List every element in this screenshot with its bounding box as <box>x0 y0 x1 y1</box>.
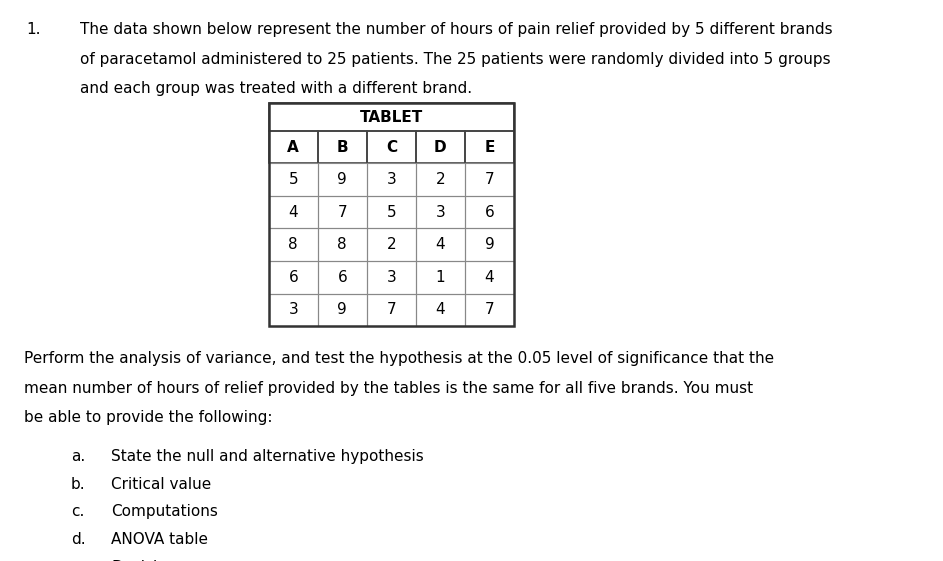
Text: 4: 4 <box>436 302 445 318</box>
Text: 7: 7 <box>387 302 396 318</box>
Text: and each group was treated with a different brand.: and each group was treated with a differ… <box>80 81 472 96</box>
Text: D: D <box>434 140 447 155</box>
Text: 3: 3 <box>387 172 396 187</box>
Bar <box>416 228 465 261</box>
Text: of paracetamol administered to 25 patients. The 25 patients were randomly divide: of paracetamol administered to 25 patien… <box>80 52 831 67</box>
Text: Critical value: Critical value <box>111 477 211 491</box>
Text: The data shown below represent the number of hours of pain relief provided by 5 : The data shown below represent the numbe… <box>80 22 833 38</box>
Text: 1: 1 <box>436 270 445 285</box>
Text: c.: c. <box>71 504 84 519</box>
Bar <box>367 293 416 326</box>
Bar <box>465 131 514 163</box>
Text: A: A <box>288 140 299 155</box>
Bar <box>367 163 416 196</box>
Bar <box>367 228 416 261</box>
Text: 4: 4 <box>289 205 298 220</box>
Text: C: C <box>386 140 397 155</box>
Bar <box>269 131 318 163</box>
Text: d.: d. <box>71 532 86 547</box>
Bar <box>269 103 514 131</box>
Bar <box>367 196 416 228</box>
Text: 4: 4 <box>485 270 494 285</box>
Text: 9: 9 <box>338 302 347 318</box>
Bar <box>269 228 318 261</box>
Text: E: E <box>484 140 495 155</box>
Bar <box>269 261 318 293</box>
Bar <box>465 261 514 293</box>
Bar <box>269 103 514 326</box>
Text: a.: a. <box>71 449 85 464</box>
Bar <box>318 293 367 326</box>
Text: be able to provide the following:: be able to provide the following: <box>24 410 273 425</box>
Bar <box>465 163 514 196</box>
Bar <box>416 261 465 293</box>
Text: 7: 7 <box>485 172 494 187</box>
Text: 7: 7 <box>485 302 494 318</box>
Text: Computations: Computations <box>111 504 218 519</box>
Text: 9: 9 <box>338 172 347 187</box>
Text: 5: 5 <box>289 172 298 187</box>
Text: 2: 2 <box>387 237 396 252</box>
Text: 7: 7 <box>338 205 347 220</box>
Text: 2: 2 <box>436 172 445 187</box>
Bar <box>416 131 465 163</box>
Bar <box>318 131 367 163</box>
Text: 3: 3 <box>436 205 445 220</box>
Bar <box>269 196 318 228</box>
Bar <box>269 163 318 196</box>
Bar <box>269 293 318 326</box>
Bar <box>416 196 465 228</box>
Text: State the null and alternative hypothesis: State the null and alternative hypothesi… <box>111 449 424 464</box>
Text: 6: 6 <box>289 270 298 285</box>
Text: 6: 6 <box>338 270 347 285</box>
Text: 6: 6 <box>485 205 494 220</box>
Bar <box>367 261 416 293</box>
Text: Decision: Decision <box>111 560 176 561</box>
Bar <box>416 293 465 326</box>
Bar <box>367 131 416 163</box>
Text: 8: 8 <box>289 237 298 252</box>
Text: Perform the analysis of variance, and test the hypothesis at the 0.05 level of s: Perform the analysis of variance, and te… <box>24 351 773 366</box>
Text: B: B <box>337 140 348 155</box>
Bar <box>318 163 367 196</box>
Text: e.: e. <box>71 560 85 561</box>
Text: 9: 9 <box>485 237 494 252</box>
Bar <box>416 163 465 196</box>
Bar <box>318 228 367 261</box>
Bar <box>465 228 514 261</box>
Text: 3: 3 <box>289 302 298 318</box>
Text: 3: 3 <box>387 270 396 285</box>
Text: b.: b. <box>71 477 86 491</box>
Text: ANOVA table: ANOVA table <box>111 532 208 547</box>
Text: 4: 4 <box>436 237 445 252</box>
Text: 8: 8 <box>338 237 347 252</box>
Text: TABLET: TABLET <box>359 109 423 125</box>
Text: mean number of hours of relief provided by the tables is the same for all five b: mean number of hours of relief provided … <box>24 380 753 396</box>
Text: 5: 5 <box>387 205 396 220</box>
Text: 1.: 1. <box>26 22 41 38</box>
Bar <box>318 261 367 293</box>
Bar <box>465 293 514 326</box>
Bar <box>465 196 514 228</box>
Bar <box>318 196 367 228</box>
